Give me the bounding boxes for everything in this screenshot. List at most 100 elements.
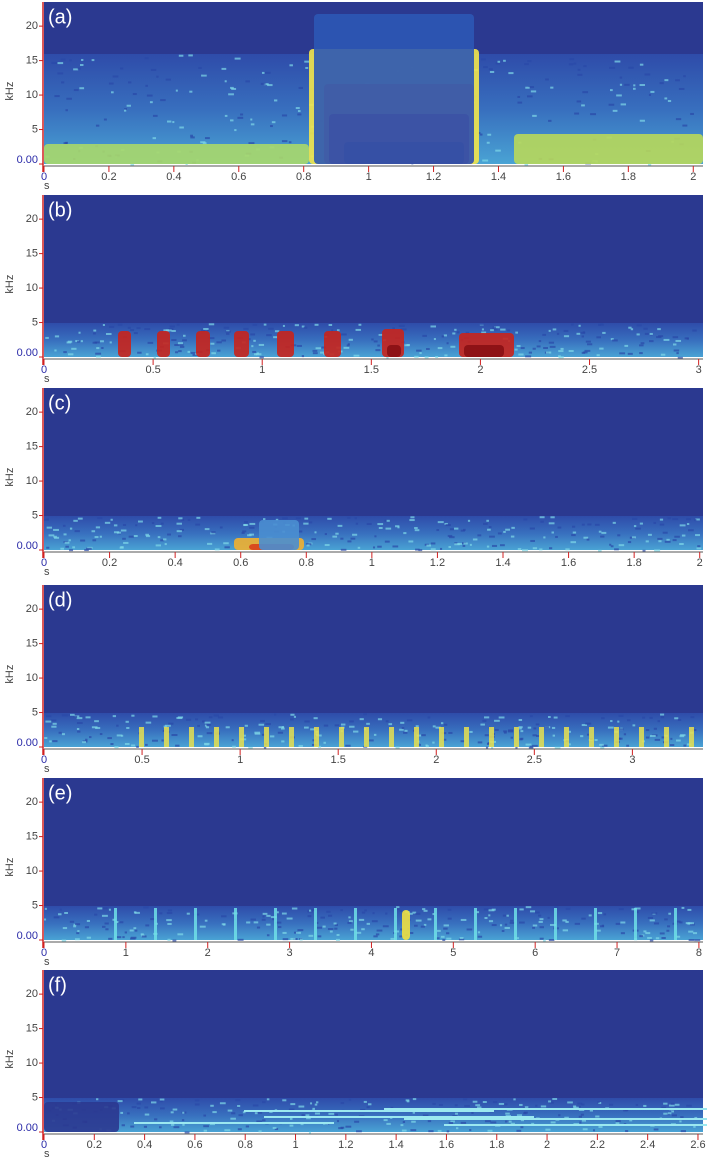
noise-speck: [150, 68, 157, 71]
x-tick-label: 0.2: [101, 171, 116, 183]
noise-speck: [517, 95, 521, 98]
noise-speck: [456, 331, 460, 334]
noise-speck: [197, 735, 203, 738]
noise-speck: [423, 909, 428, 912]
noise-speck: [547, 916, 550, 919]
noise-speck: [395, 525, 400, 528]
noise-speck: [299, 938, 303, 941]
noise-speck: [477, 741, 483, 744]
y-tick-label: 5: [32, 509, 38, 521]
noise-speck: [172, 939, 177, 942]
noise-speck: [85, 716, 91, 719]
y-tick-label: 0.00: [17, 930, 38, 942]
noise-speck: [373, 340, 378, 343]
noise-speck: [277, 731, 284, 734]
noise-speck: [263, 83, 269, 86]
noise-speck: [206, 329, 209, 332]
noise-speck: [422, 334, 427, 337]
noise-speck: [282, 517, 288, 520]
noise-speck: [68, 539, 71, 542]
noise-speck: [614, 60, 621, 63]
noise-speck: [147, 341, 154, 344]
noise-speck: [253, 921, 259, 924]
noise-speck: [539, 516, 545, 519]
noise-speck: [203, 1129, 208, 1132]
noise-speck: [176, 323, 180, 326]
noise-speck: [614, 548, 619, 551]
noise-speck: [626, 719, 631, 722]
noise-speck: [378, 527, 383, 530]
noise-speck: [483, 908, 490, 911]
noise-speck: [558, 350, 564, 353]
noise-speck: [694, 519, 697, 522]
noise-speck: [523, 518, 528, 521]
noise-speck: [406, 1100, 410, 1103]
noise-speck: [565, 715, 570, 718]
noise-speck: [249, 522, 256, 525]
harmonic-line: [134, 1122, 334, 1124]
noise-speck: [481, 328, 484, 331]
x-tick-label: 1.8: [621, 171, 636, 183]
noise-speck: [598, 323, 601, 326]
noise-speck: [658, 540, 662, 543]
noise-speck: [132, 93, 137, 96]
noise-speck: [260, 719, 265, 722]
y-tick-label: 0.00: [17, 347, 38, 359]
noise-speck: [398, 324, 405, 327]
noise-speck: [414, 527, 418, 530]
energy-spike: [314, 908, 317, 940]
noise-speck: [93, 329, 97, 332]
noise-speck: [178, 517, 183, 520]
noise-speck: [675, 339, 682, 342]
noise-speck: [696, 547, 702, 550]
noise-speck: [525, 355, 532, 358]
noise-speck: [412, 1098, 417, 1101]
noise-speck: [177, 933, 184, 936]
noise-speck: [663, 338, 670, 341]
noise-speck: [73, 923, 77, 926]
noise-speck: [582, 91, 589, 94]
noise-speck: [487, 528, 491, 531]
noise-speck: [618, 728, 624, 731]
noise-speck: [538, 920, 543, 923]
energy-spike: [434, 908, 437, 940]
energy-band: [44, 1098, 703, 1132]
x-tick-label: 0: [41, 754, 47, 766]
noise-speck: [679, 921, 683, 924]
noise-speck: [107, 737, 112, 740]
noise-speck: [549, 345, 556, 348]
noise-speck: [478, 131, 481, 134]
noise-speck: [425, 744, 428, 747]
noise-speck: [672, 518, 679, 521]
noise-speck: [230, 119, 234, 122]
noise-speck: [442, 738, 447, 741]
noise-speck: [484, 917, 488, 920]
noise-speck: [61, 714, 68, 717]
noise-speck: [167, 938, 171, 941]
noise-speck: [256, 926, 261, 929]
noise-speck: [114, 746, 119, 749]
noise-speck: [375, 349, 381, 352]
noise-speck: [509, 921, 516, 924]
noise-speck: [360, 1108, 366, 1111]
noise-speck: [410, 516, 415, 519]
noise-speck: [408, 540, 414, 543]
noise-speck: [666, 929, 670, 932]
noise-speck: [46, 546, 50, 549]
noise-speck: [409, 519, 415, 522]
noise-speck: [675, 920, 681, 923]
x-tick-label: 2.5: [527, 754, 542, 766]
noise-speck: [372, 912, 375, 915]
noise-speck: [449, 536, 455, 539]
noise-speck: [361, 928, 365, 931]
noise-speck: [152, 137, 157, 140]
noise-speck: [60, 547, 65, 550]
noise-speck: [282, 324, 285, 327]
noise-speck: [515, 331, 518, 334]
noise-speck: [684, 337, 689, 340]
noise-speck: [74, 923, 81, 926]
noise-speck: [600, 323, 603, 326]
noise-speck: [492, 326, 496, 329]
y-tick-label: 20: [26, 20, 38, 32]
noise-speck: [253, 339, 256, 342]
